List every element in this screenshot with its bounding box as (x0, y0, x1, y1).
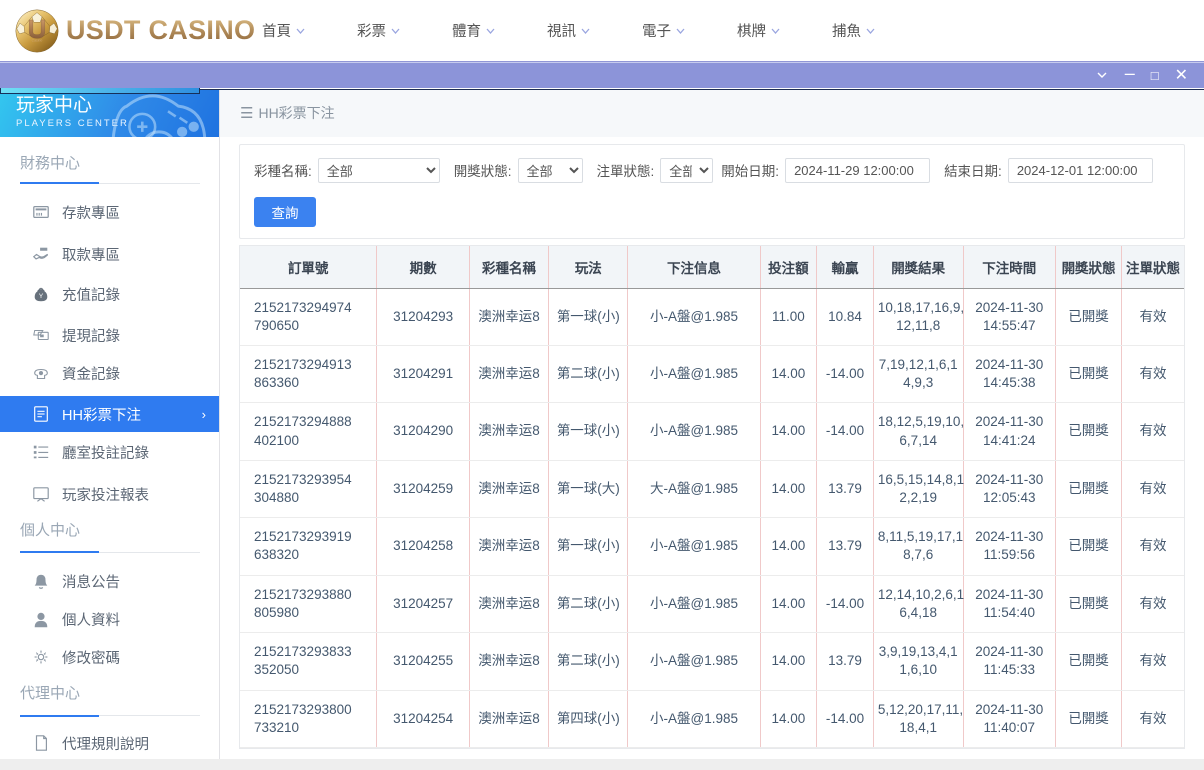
svg-text:Y: Y (39, 293, 44, 300)
svg-text:Casino: Casino (32, 38, 43, 42)
